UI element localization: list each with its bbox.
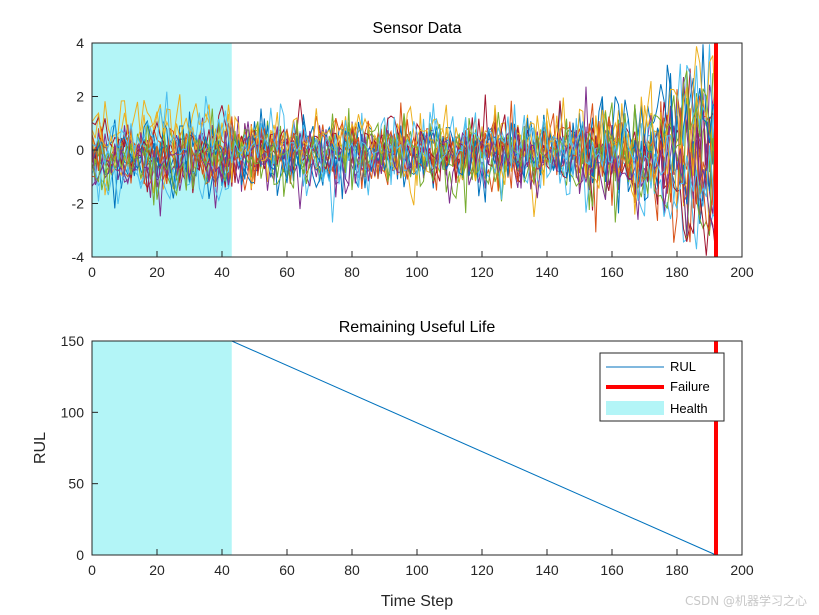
rul-legend: RUL Failure Health	[599, 352, 725, 422]
sensor-series-line	[91, 55, 717, 215]
sensor-xtick-label: 40	[214, 264, 230, 280]
rul-xtick-label: 40	[214, 562, 230, 578]
rul-ytick-label: 150	[61, 333, 85, 349]
rul-xtick-label: 120	[470, 562, 494, 578]
sensor-ytick-label: -4	[72, 249, 85, 265]
sensor-series-line	[91, 100, 717, 243]
watermark-text: CSDN @机器学习之心	[684, 594, 807, 608]
sensor-xtick-label: 0	[88, 264, 96, 280]
sensor-xtick-label: 180	[665, 264, 689, 280]
rul-xtick-label: 180	[665, 562, 689, 578]
legend-failure-label: Failure	[670, 379, 710, 394]
legend-rul-label: RUL	[670, 359, 696, 374]
sensor-ytick-label: 2	[76, 89, 84, 105]
legend-health-label: Health	[670, 401, 708, 416]
rul-xtick-label: 160	[600, 562, 624, 578]
sensor-series-line	[91, 70, 717, 214]
rul-xtick-label: 60	[279, 562, 295, 578]
sensor-axes-box	[91, 42, 743, 258]
rul-ticks: 0 20 40 60 80 100 120 140 160 180 200 0 50 100 150	[61, 333, 754, 578]
rul-ytick-label: 50	[68, 476, 84, 492]
rul-xtick-label: 20	[149, 562, 165, 578]
rul-axes-box	[91, 340, 743, 556]
rul-ytick-label: 100	[61, 404, 85, 420]
sensor-xtick-label: 120	[470, 264, 494, 280]
sensor-ytick-label: -2	[72, 196, 85, 212]
rul-xtick-label: 140	[535, 562, 559, 578]
sensor-series-group	[91, 44, 717, 256]
sensor-xtick-label: 80	[344, 264, 360, 280]
rul-ytick-label: 0	[76, 547, 84, 563]
rul-ylabel: RUL	[32, 432, 49, 464]
rul-xtick-label: 100	[405, 562, 429, 578]
rul-title: Remaining Useful Life	[339, 319, 496, 336]
rul-xtick-label: 0	[88, 562, 96, 578]
sensor-series-line	[91, 91, 717, 254]
sensor-title: Sensor Data	[373, 20, 462, 37]
sensor-ytick-label: 4	[76, 35, 84, 51]
sensor-ticks: 0 20 40 60 80 100 120 140 160 180 200 -4 -2 0 2 4	[72, 35, 754, 280]
sensor-xtick-label: 20	[149, 264, 165, 280]
rul-xtick-label: 200	[730, 562, 754, 578]
rul-health-region	[92, 341, 232, 555]
sensor-xtick-label: 60	[279, 264, 295, 280]
sensor-xtick-label: 140	[535, 264, 559, 280]
rul-axes: 0 20 40 60 80 100 120 140 160 180 200 0 50 100 150 Rem…	[32, 319, 754, 610]
sensor-xtick-label: 160	[600, 264, 624, 280]
sensor-data-axes: 0 20 40 60 80 100 120 140 160 180 200 -4 -2 0 2 4 Senso…	[72, 20, 754, 280]
sensor-xtick-label: 100	[405, 264, 429, 280]
sensor-xtick-label: 200	[730, 264, 754, 280]
rul-xlabel: Time Step	[381, 593, 453, 610]
legend-health-swatch	[606, 401, 664, 415]
sensor-ytick-label: 0	[76, 142, 84, 158]
rul-xtick-label: 80	[344, 562, 360, 578]
